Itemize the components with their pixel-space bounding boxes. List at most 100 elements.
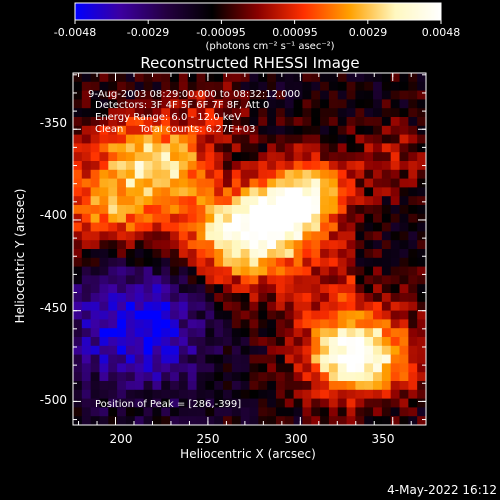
heatmap-cell — [205, 205, 215, 215]
heatmap-cell — [125, 73, 136, 83]
heatmap-cell — [152, 354, 162, 364]
heatmap-cell — [417, 354, 427, 364]
heatmap-cell — [90, 389, 100, 400]
heatmap-cell — [293, 310, 303, 320]
heatmap-cell — [320, 354, 330, 364]
heatmap-cell — [258, 125, 268, 136]
heatmap-cell — [178, 222, 189, 232]
heatmap-cell — [125, 275, 136, 285]
heatmap-cell — [284, 99, 295, 109]
heatmap-cell — [258, 152, 268, 162]
heatmap-cell — [390, 73, 401, 83]
heatmap-cell — [390, 354, 401, 364]
heatmap-cell — [170, 231, 180, 241]
heatmap-cell — [267, 328, 277, 338]
heatmap-cell — [399, 169, 409, 180]
heatmap-cell — [399, 310, 409, 320]
heatmap-cell — [117, 354, 127, 364]
heatmap-cell — [364, 319, 374, 329]
heatmap-cell — [152, 319, 162, 329]
heatmap-cell — [178, 178, 189, 188]
heatmap-cell — [99, 125, 109, 136]
heatmap-cell — [293, 345, 303, 356]
heatmap-cell — [249, 345, 259, 356]
heatmap-cell — [284, 416, 295, 426]
heatmap-cell — [399, 319, 409, 329]
heatmap-cell — [231, 293, 242, 303]
heatmap-cell — [90, 310, 100, 320]
heatmap-cell — [205, 381, 215, 391]
heatmap-cell — [337, 319, 348, 329]
heatmap-cell — [73, 354, 83, 364]
heatmap-cell — [90, 117, 100, 127]
heatmap-cell — [373, 372, 383, 382]
heatmap-cell — [90, 240, 100, 250]
heatmap-cell — [399, 231, 409, 241]
heatmap-cell — [231, 328, 242, 338]
heatmap-cell — [337, 381, 348, 391]
heatmap-cell — [417, 169, 427, 180]
heatmap-cell — [284, 205, 295, 215]
heatmap-cell — [302, 275, 312, 285]
heatmap-cell — [117, 284, 127, 294]
heatmap-cell — [161, 328, 171, 338]
heatmap-cell — [73, 169, 83, 180]
heatmap-cell — [364, 125, 374, 136]
heatmap-cell — [117, 345, 127, 356]
heatmap-cell — [381, 205, 392, 215]
heatmap-cell — [240, 125, 250, 136]
heatmap-cell — [311, 310, 321, 320]
heatmap-cell — [134, 293, 145, 303]
heatmap-cell — [240, 222, 250, 232]
heatmap-cell — [205, 108, 215, 118]
heatmap-cell — [355, 178, 365, 188]
heatmap-cell — [293, 99, 303, 109]
heatmap-cell — [417, 134, 427, 144]
heatmap-cell — [293, 196, 303, 206]
heatmap-cell — [337, 187, 348, 197]
heatmap-cell — [99, 275, 109, 285]
heatmap-cell — [408, 416, 418, 426]
heatmap-cell — [346, 90, 356, 100]
heatmap-cell — [399, 275, 409, 285]
heatmap-cell — [275, 73, 286, 83]
heatmap-cell — [152, 337, 162, 347]
heatmap-cell — [143, 161, 153, 171]
heatmap-cell — [196, 222, 206, 232]
heatmap-cell — [293, 249, 303, 259]
heatmap-cell — [284, 152, 295, 162]
heatmap-cell — [196, 73, 206, 83]
heatmap-cell — [302, 398, 312, 408]
heatmap-cell — [408, 108, 418, 118]
heatmap-cell — [143, 196, 153, 206]
heatmap-cell — [125, 389, 136, 400]
heatmap-cell — [125, 196, 136, 206]
heatmap-cell — [417, 381, 427, 391]
heatmap-cell — [249, 152, 259, 162]
heatmap-cell — [152, 310, 162, 320]
heatmap-cell — [337, 301, 348, 312]
heatmap-cell — [205, 213, 215, 224]
heatmap-cell — [408, 231, 418, 241]
heatmap-cell — [249, 108, 259, 118]
heatmap-cell — [196, 266, 206, 276]
heatmap-cell — [311, 231, 321, 241]
heatmap-cell — [267, 213, 277, 224]
heatmap-cell — [267, 99, 277, 109]
heatmap-cell — [170, 257, 180, 268]
heatmap-cell — [275, 161, 286, 171]
heatmap-cell — [328, 319, 339, 329]
heatmap-cell — [311, 169, 321, 180]
heatmap-cell — [99, 81, 109, 92]
heatmap-cell — [381, 117, 392, 127]
heatmap-cell — [249, 222, 259, 232]
heatmap-cell — [170, 407, 180, 417]
heatmap-cell — [161, 275, 171, 285]
heatmap-cell — [346, 407, 356, 417]
heatmap-cell — [205, 178, 215, 188]
heatmap-cell — [231, 125, 242, 136]
heatmap-cell — [240, 275, 250, 285]
heatmap-cell — [152, 266, 162, 276]
heatmap-cell — [320, 161, 330, 171]
